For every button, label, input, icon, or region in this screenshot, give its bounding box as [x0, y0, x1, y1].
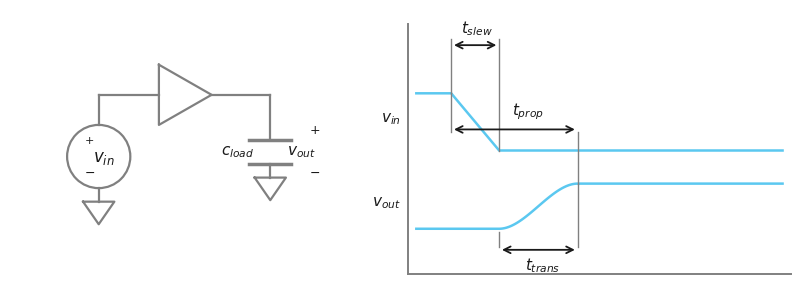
- Text: $t_{slew}$: $t_{slew}$: [462, 19, 494, 38]
- Text: −: −: [85, 166, 95, 180]
- Text: $t_{prop}$: $t_{prop}$: [511, 101, 543, 122]
- Text: $t_{trans}$: $t_{trans}$: [525, 256, 560, 275]
- Text: +: +: [310, 124, 321, 138]
- Text: $c_{load}$: $c_{load}$: [221, 144, 254, 160]
- Text: −: −: [310, 166, 321, 180]
- Text: +: +: [85, 136, 94, 147]
- Text: $v_{out}$: $v_{out}$: [287, 144, 316, 160]
- Text: $v_{out}$: $v_{out}$: [372, 195, 401, 211]
- Text: $v_{in}$: $v_{in}$: [381, 111, 401, 127]
- Text: $v_{in}$: $v_{in}$: [94, 149, 115, 167]
